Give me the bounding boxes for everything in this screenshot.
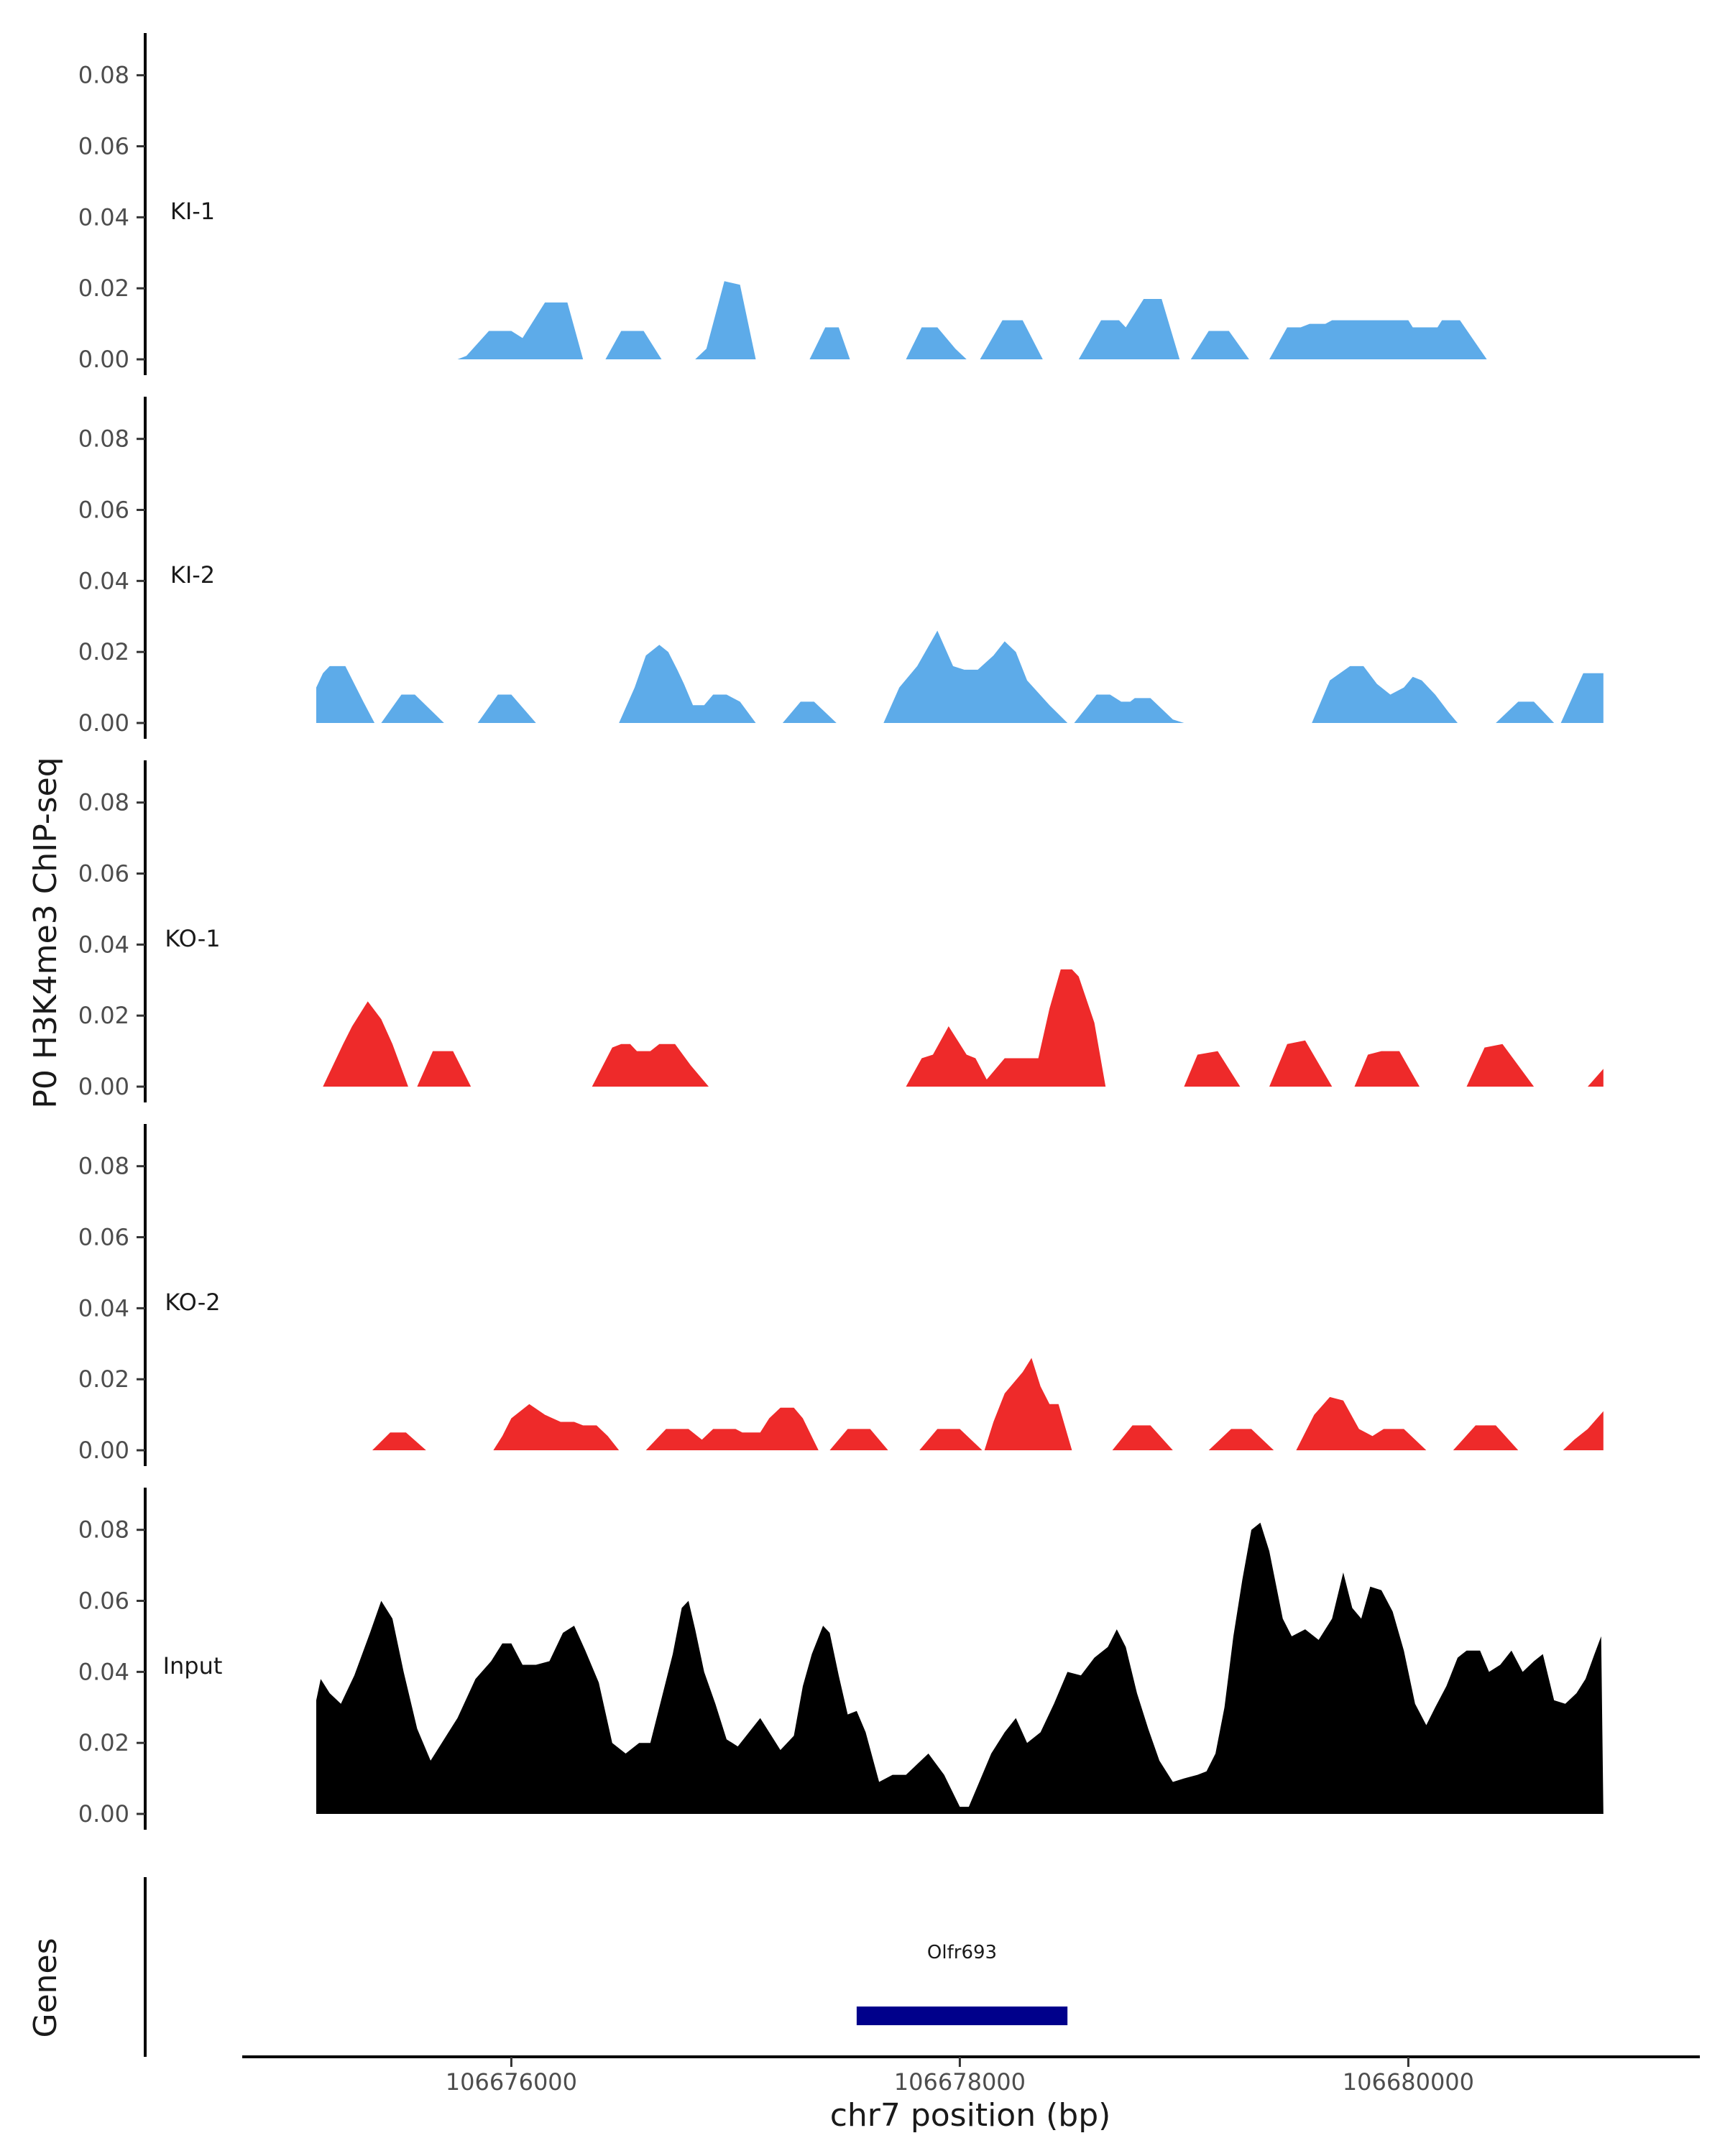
track-ki-1: 0.00 0.02 0.04 0.06 0.08 KI-1: [78, 33, 1487, 375]
track-ki-2: 0.00 0.02 0.04 0.06 0.08 KI-2: [78, 397, 1604, 739]
signal-area: [782, 701, 837, 723]
signal-area: [919, 1429, 983, 1450]
signal-area: [417, 1051, 472, 1087]
y-axis-title: P0 H3K4me3 ChIP-seq: [27, 757, 64, 1108]
signal-area: [829, 1429, 888, 1450]
signal-area: [809, 327, 850, 359]
y-tick-label: 0.04: [78, 931, 129, 958]
y-tick-label: 0.06: [78, 860, 129, 888]
signal-area: [883, 630, 1068, 723]
y-tick-label: 0.00: [78, 346, 129, 373]
signal-area: [316, 665, 375, 723]
x-tick-label: 106676000: [446, 2068, 577, 2096]
y-tick-label: 0.00: [78, 1800, 129, 1828]
y-tick-label: 0.02: [78, 275, 129, 302]
signal-area: [906, 327, 967, 359]
signal-area: [906, 969, 1106, 1087]
track-label: KO-1: [165, 925, 220, 952]
track-label: Input: [163, 1652, 223, 1680]
signal-area: [381, 694, 444, 723]
genes-axis-title: Genes: [27, 1938, 64, 2037]
signal-area: [1078, 299, 1180, 359]
signal-area: [1453, 1425, 1519, 1450]
y-tick-label: 0.02: [78, 1365, 129, 1393]
y-tick-label: 0.06: [78, 497, 129, 524]
y-tick-label: 0.08: [78, 1153, 129, 1180]
signal-area: [984, 1358, 1072, 1450]
signal-area: [1354, 1051, 1420, 1087]
y-tick-label: 0.00: [78, 709, 129, 737]
track-ko-2: 0.00 0.02 0.04 0.06 0.08 KO-2: [78, 1124, 1604, 1466]
y-tick-label: 0.06: [78, 1224, 129, 1251]
signal-area: [1074, 694, 1184, 723]
x-axis-title: chr7 position (bp): [830, 2097, 1111, 2134]
y-tick-label: 0.02: [78, 638, 129, 665]
y-tick-label: 0.04: [78, 1294, 129, 1322]
y-tick-label: 0.02: [78, 1729, 129, 1756]
y-tick-label: 0.08: [78, 789, 129, 816]
signal-area: [316, 1522, 1604, 1814]
gene-body: [856, 2007, 1068, 2025]
signal-area: [1269, 1040, 1333, 1087]
signal-area: [645, 1407, 819, 1450]
signal-area: [1466, 1044, 1535, 1087]
signal-area: [695, 281, 756, 359]
tracks-layer: 0.00 0.02 0.04 0.06 0.08 KI-1 0.00 0.02 0.04 0.06…: [78, 33, 1604, 1830]
signal-area: [1560, 673, 1604, 723]
signal-area: [1312, 665, 1458, 723]
y-tick-label: 0.04: [78, 203, 129, 231]
x-tick-label: 106680000: [1343, 2068, 1474, 2096]
y-tick-label: 0.08: [78, 62, 129, 89]
signal-area: [1208, 1429, 1274, 1450]
signal-area: [493, 1404, 620, 1450]
y-tick-label: 0.04: [78, 1658, 129, 1685]
signal-area: [1184, 1051, 1241, 1087]
track-ko-1: 0.00 0.02 0.04 0.06 0.08 KO-1: [78, 760, 1604, 1102]
signal-area: [592, 1044, 709, 1087]
track-label: KI-2: [170, 561, 215, 589]
signal-area: [1190, 331, 1249, 359]
y-tick-label: 0.00: [78, 1073, 129, 1100]
signal-area: [1296, 1396, 1427, 1450]
y-tick-label: 0.08: [78, 1516, 129, 1544]
signal-area: [619, 645, 756, 723]
signal-area: [323, 1001, 408, 1087]
y-tick-label: 0.06: [78, 133, 129, 160]
signal-area: [372, 1432, 426, 1450]
signal-area: [1588, 1069, 1604, 1087]
signal-area: [980, 320, 1043, 359]
y-tick-label: 0.00: [78, 1437, 129, 1464]
signal-area: [1112, 1425, 1173, 1450]
gene-panel: Olfr693: [144, 1877, 1068, 2057]
signal-area: [1496, 701, 1555, 723]
signal-area: [1269, 320, 1487, 359]
gene-label: Olfr693: [927, 1942, 997, 1963]
track-input: 0.00 0.02 0.04 0.06 0.08 Input: [78, 1488, 1604, 1830]
track-label: KI-1: [170, 198, 215, 225]
signal-area: [477, 694, 536, 723]
x-tick-label: 106678000: [894, 2068, 1026, 2096]
signal-area: [1563, 1411, 1604, 1450]
y-tick-label: 0.04: [78, 567, 129, 594]
signal-area: [457, 302, 662, 359]
x-axis: 106676000 106678000 106680000: [242, 2055, 1700, 2096]
y-tick-label: 0.06: [78, 1588, 129, 1615]
y-tick-label: 0.08: [78, 425, 129, 453]
y-tick-label: 0.02: [78, 1002, 129, 1029]
track-label: KO-2: [165, 1289, 220, 1316]
